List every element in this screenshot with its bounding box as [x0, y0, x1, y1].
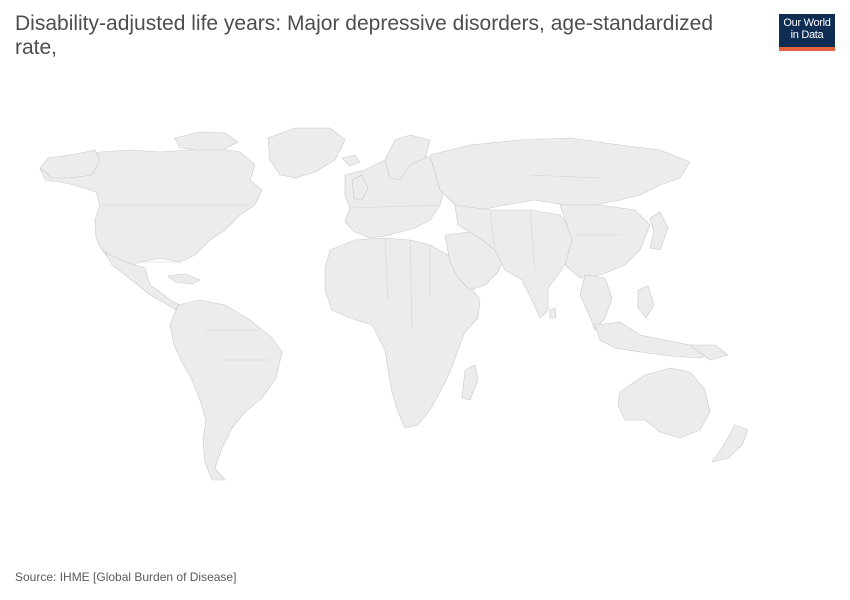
- owid-logo[interactable]: Our World in Data: [779, 14, 835, 51]
- region-indonesia[interactable]: [594, 321, 716, 359]
- logo-line-2: in Data: [790, 29, 824, 41]
- region-greenland[interactable]: [267, 127, 346, 179]
- region-philippines[interactable]: [637, 285, 655, 319]
- region-scandinavia[interactable]: [384, 134, 431, 181]
- region-iceland[interactable]: [341, 154, 361, 167]
- region-australia[interactable]: [617, 367, 711, 439]
- region-southeast-asia[interactable]: [579, 274, 613, 331]
- region-british-isles[interactable]: [351, 174, 369, 201]
- region-new-zealand[interactable]: [711, 424, 749, 463]
- region-japan[interactable]: [649, 211, 669, 251]
- region-arctic-islands[interactable]: [174, 131, 239, 151]
- region-central-asia[interactable]: [454, 204, 576, 319]
- region-russia[interactable]: [429, 137, 691, 211]
- region-east-asia[interactable]: [559, 204, 651, 279]
- logo-line-1: Our World: [783, 17, 831, 29]
- region-sri-lanka[interactable]: [549, 307, 557, 319]
- source-note: Source: IHME [Global Burden of Disease]: [15, 570, 237, 584]
- region-caribbean[interactable]: [167, 273, 201, 285]
- region-africa[interactable]: [324, 237, 481, 429]
- region-south-america[interactable]: [169, 299, 283, 481]
- region-madagascar[interactable]: [461, 364, 479, 401]
- border-lines: [100, 174, 620, 361]
- chart-title: Disability-adjusted life years: Major de…: [15, 12, 713, 59]
- region-alaska[interactable]: [39, 149, 101, 179]
- region-papua[interactable]: [689, 344, 729, 361]
- logo-accent-stripe: [779, 47, 835, 51]
